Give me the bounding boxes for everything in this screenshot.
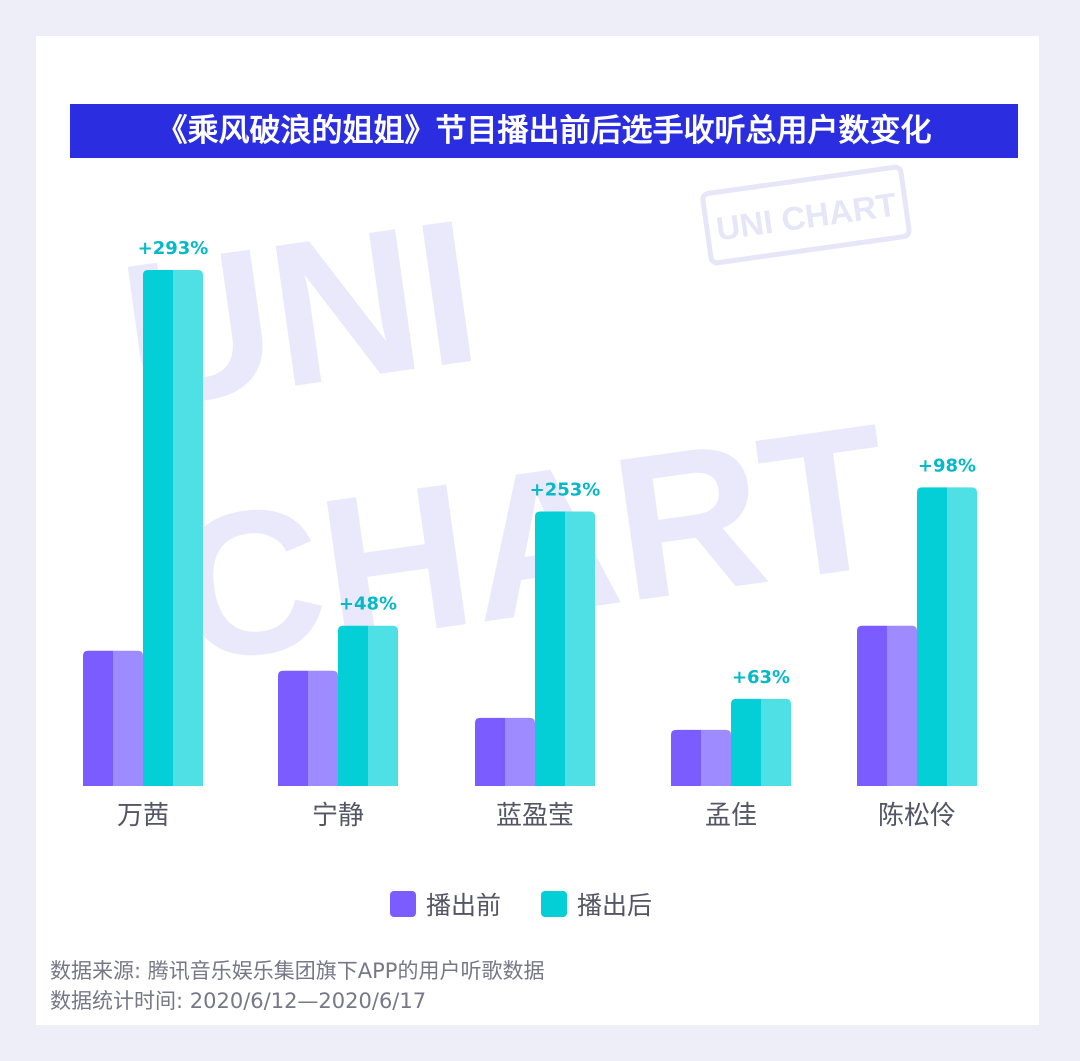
labels-layer: +293% 万茜 +48% 宁静 +253% 蓝盈莹 +63% 孟佳 +98% 陈松伶: [117, 238, 976, 831]
change-label-3: +63%: [732, 667, 790, 688]
bar-after-1: [338, 625, 398, 786]
bar-before-1-left-half: [278, 670, 308, 786]
category-label-4: 陈松伶: [878, 801, 956, 831]
data-source-note: 数据来源: 腾讯音乐娱乐集团旗下APP的用户听歌数据 数据统计时间: 2020/…: [50, 956, 544, 1016]
watermark: UNI CHART UNI CHART: [109, 164, 912, 707]
date-range-line: 数据统计时间: 2020/6/12—2020/6/17: [50, 989, 427, 1013]
watermark-stamp-text: UNI CHART: [714, 186, 899, 248]
bar-before-3-left-half: [671, 729, 701, 786]
bar-before-0: [83, 650, 143, 786]
bar-before-4-left-half: [857, 625, 887, 786]
bar-before-1-right-half: [308, 670, 338, 786]
legend-label-before: 播出前: [426, 891, 502, 920]
chart-title: 《乘风破浪的姐姐》节目播出前后选手收听总用户数变化: [70, 104, 1018, 158]
bar-before-1: [278, 670, 338, 786]
bar-after-2-right-half: [565, 511, 595, 786]
legend-item-before: 播出前: [390, 886, 501, 922]
legend-item-after: 播出后: [541, 886, 652, 922]
bars-layer: [83, 270, 977, 786]
bar-before-2-right-half: [505, 717, 535, 786]
bar-after-0-left-half: [143, 270, 173, 786]
change-label-0: +293%: [138, 238, 209, 259]
bar-before-0-left-half: [83, 650, 113, 786]
bar-after-3-right-half: [761, 698, 791, 786]
bar-before-0-right-half: [113, 650, 143, 786]
bar-after-0: [143, 270, 203, 786]
bar-before-2-left-half: [475, 717, 505, 786]
legend-swatch-before: [390, 891, 416, 917]
bar-after-4-left-half: [917, 487, 947, 786]
bar-after-1-left-half: [338, 625, 368, 786]
change-label-2: +253%: [530, 479, 601, 500]
watermark-stamp: UNI CHART: [700, 164, 912, 266]
bar-after-0-right-half: [173, 270, 203, 786]
category-label-0: 万茜: [117, 801, 169, 831]
bar-before-3-right-half: [701, 729, 731, 786]
bar-after-3: [731, 698, 791, 786]
bar-after-1-right-half: [368, 625, 398, 786]
legend-swatch-after: [541, 891, 568, 917]
bar-after-3-left-half: [731, 698, 761, 786]
source-line: 数据来源: 腾讯音乐娱乐集团旗下APP的用户听歌数据: [50, 959, 545, 983]
category-label-2: 蓝盈莹: [496, 801, 574, 831]
bar-before-3: [671, 729, 731, 786]
bar-after-2: [535, 511, 595, 786]
bar-before-2: [475, 717, 535, 786]
bar-after-2-left-half: [535, 511, 565, 786]
category-label-1: 宁静: [312, 801, 364, 831]
bar-before-4: [857, 625, 917, 786]
legend: 播出前 播出后: [390, 886, 692, 922]
bar-after-4: [917, 487, 977, 786]
bar-before-4-right-half: [887, 625, 917, 786]
category-label-3: 孟佳: [705, 801, 757, 831]
change-label-1: +48%: [339, 594, 397, 615]
change-label-4: +98%: [918, 455, 976, 476]
legend-label-after: 播出后: [577, 891, 653, 920]
bar-after-4-right-half: [947, 487, 977, 786]
